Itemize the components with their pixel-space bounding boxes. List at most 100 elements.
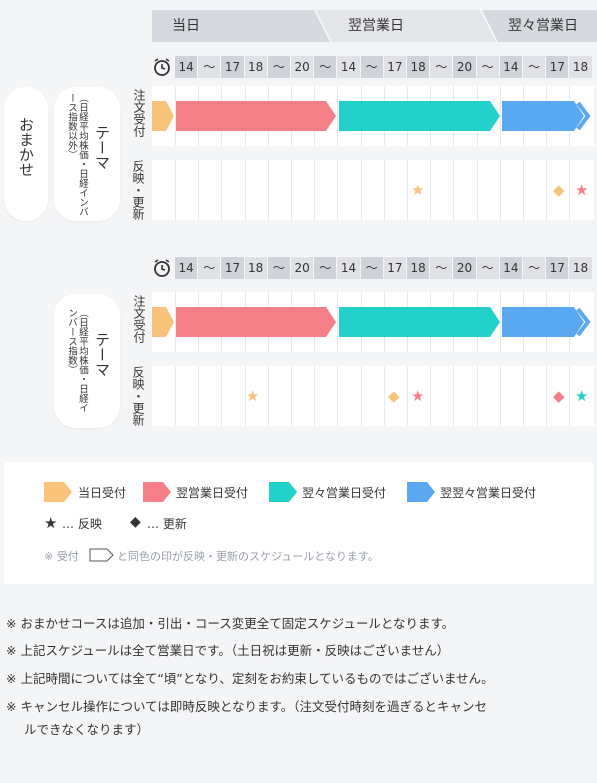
grid-line bbox=[360, 366, 362, 426]
grid-line bbox=[407, 366, 408, 426]
grid-line bbox=[175, 160, 176, 220]
time-cell: 18 bbox=[407, 257, 430, 279]
time-cell: ～ bbox=[360, 56, 383, 78]
time-cell: 20 bbox=[453, 257, 476, 279]
star-today-2: ★ bbox=[246, 387, 260, 405]
time-cell: ～ bbox=[430, 56, 453, 78]
grid-line bbox=[499, 366, 501, 426]
reflect-label-2: 反映・更新 bbox=[131, 366, 145, 426]
time-cell: 14 bbox=[499, 56, 522, 78]
day-header bbox=[152, 10, 597, 42]
time-cell: 17 bbox=[383, 257, 406, 279]
time-cell: ～ bbox=[314, 56, 337, 78]
note-1: ※ おまかせコースは追加・引出・コース変更全て固定スケジュールとなります。 bbox=[6, 616, 455, 631]
grid-line bbox=[430, 366, 432, 426]
star-today-1: ★ bbox=[411, 181, 425, 199]
order-arrows-2 bbox=[152, 307, 591, 337]
legend-today-swatch bbox=[44, 482, 72, 502]
grid-line bbox=[175, 86, 176, 146]
time-cell: 17 bbox=[221, 257, 244, 279]
time-cell: 17 bbox=[546, 257, 569, 279]
star-day-after-2: ★ bbox=[575, 387, 589, 405]
grid-line bbox=[569, 366, 571, 426]
star-next-2: ★ bbox=[411, 387, 425, 405]
grid-line bbox=[453, 160, 455, 220]
grid-line bbox=[499, 160, 501, 220]
time-cell: ～ bbox=[267, 56, 290, 78]
time-cell: 20 bbox=[453, 56, 476, 78]
diamond-icon: ◆ bbox=[130, 514, 141, 530]
grid-line bbox=[476, 160, 478, 220]
time-cell: 14 bbox=[175, 257, 198, 279]
time-cell: ～ bbox=[267, 257, 290, 279]
course-label: おまかせ bbox=[17, 117, 35, 177]
clock-icon bbox=[152, 56, 172, 78]
time-cell: 18 bbox=[569, 257, 592, 279]
grid-line bbox=[267, 366, 269, 426]
time-cell: 17 bbox=[383, 56, 406, 78]
note-3: ※ 上記時間については全て“頃”となり、定刻をお約束しているものではございません… bbox=[6, 671, 494, 686]
reflect-label-1: 反映・更新 bbox=[131, 160, 145, 220]
header-day-after: 翌々営業日 bbox=[508, 18, 578, 34]
reflect-grid-2 bbox=[152, 366, 594, 426]
grid-line bbox=[221, 366, 223, 426]
legend-footnote-prefix: ※ 受付 bbox=[44, 550, 79, 563]
order-label-1: 注文受付 bbox=[132, 89, 146, 137]
diamond-next-2: ◆ bbox=[553, 387, 565, 405]
time-cell: 14 bbox=[499, 257, 522, 279]
time-cell: ～ bbox=[430, 257, 453, 279]
grid-line bbox=[291, 366, 292, 426]
time-cell: 14 bbox=[337, 257, 360, 279]
grid-line bbox=[383, 366, 385, 426]
grid-line bbox=[337, 366, 339, 426]
legend-footnote-swatch bbox=[89, 548, 114, 562]
grid-line bbox=[198, 160, 200, 220]
legend-footnote-suffix: と同色の印が反映・更新のスケジュールとなります。 bbox=[117, 550, 379, 563]
grid-line bbox=[221, 160, 223, 220]
grid-line bbox=[499, 292, 501, 352]
time-cell: 17 bbox=[221, 56, 244, 78]
time-cell: 18 bbox=[407, 56, 430, 78]
header-next-day: 翌営業日 bbox=[348, 18, 404, 34]
time-cell: 14 bbox=[175, 56, 198, 78]
legend-day-after-next-label: 翌翌々営業日受付 bbox=[440, 486, 537, 500]
legend-today-label: 当日受付 bbox=[78, 486, 127, 500]
theme-pill-2: テーマ （日経平均株価・日経インバース指数） bbox=[54, 294, 120, 428]
grid-line bbox=[407, 160, 408, 220]
theme-note-2: （日経平均株価・日経インバース指数） bbox=[66, 308, 88, 413]
grid-line bbox=[430, 160, 432, 220]
header-today: 当日 bbox=[172, 18, 200, 34]
grid-line bbox=[523, 366, 524, 426]
legend-day-after-next-swatch bbox=[407, 482, 435, 502]
time-cell: ～ bbox=[198, 56, 221, 78]
time-cell: ～ bbox=[360, 257, 383, 279]
star-next-1: ★ bbox=[575, 181, 589, 199]
diamond-today-1: ◆ bbox=[553, 181, 565, 199]
time-cell: 20 bbox=[291, 56, 314, 78]
legend-star-label: … 反映 bbox=[62, 517, 102, 531]
course-pill: おまかせ bbox=[4, 87, 48, 221]
time-cell: 18 bbox=[569, 56, 592, 78]
grid-line bbox=[360, 160, 362, 220]
time-cell: ～ bbox=[198, 257, 221, 279]
note-4-cont: ルできなくなります） bbox=[24, 722, 150, 737]
grid-line bbox=[523, 160, 524, 220]
time-cell: ～ bbox=[314, 257, 337, 279]
theme-pill-1: テーマ （日経平均株価・日経インバース指数以外） bbox=[54, 87, 120, 221]
note-2: ※ 上記スケジュールは全て営業日です。（土日祝は更新・反映はございません） bbox=[6, 643, 450, 658]
legend: 当日受付 翌営業日受付 翌々営業日受付 翌翌々営業日受付 ★ … 反映 ◆ … … bbox=[4, 462, 593, 584]
grid-line bbox=[337, 292, 339, 352]
grid-line bbox=[198, 366, 200, 426]
note-4: ※ キャンセル操作については即時反映となります。（注文受付時刻を過ぎるとキャンセ bbox=[6, 699, 487, 714]
grid-line bbox=[267, 160, 269, 220]
grid-line bbox=[314, 160, 316, 220]
time-cell: 20 bbox=[291, 257, 314, 279]
grid-line bbox=[569, 160, 571, 220]
theme-label-1: テーマ bbox=[93, 125, 111, 170]
time-cell: 18 bbox=[244, 257, 267, 279]
grid-line bbox=[244, 160, 246, 220]
order-label-2: 注文受付 bbox=[132, 295, 146, 343]
grid-line bbox=[453, 366, 455, 426]
clock-icon bbox=[152, 257, 172, 279]
reflect-grid-1 bbox=[152, 160, 594, 220]
